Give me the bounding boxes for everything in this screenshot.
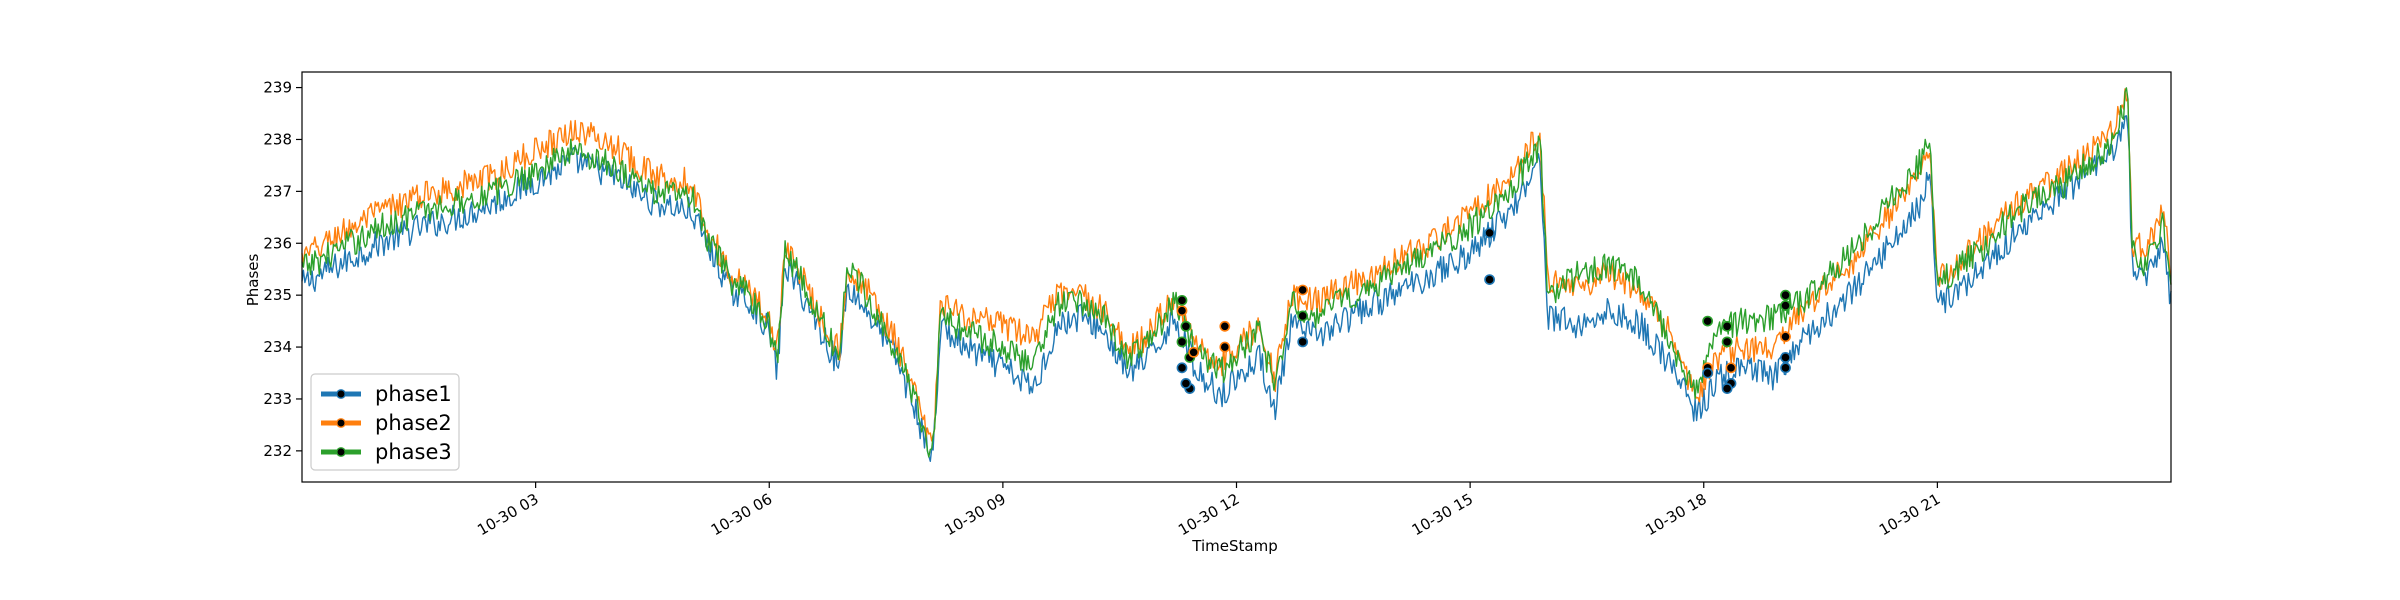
legend-marker-phase1 (336, 389, 346, 399)
y-tick-label: 236 (263, 234, 292, 252)
marker-point (1180, 377, 1192, 389)
anomaly-markers (1176, 227, 1791, 394)
marker-point (1702, 315, 1714, 327)
x-axis-label: TimeStamp (1191, 537, 1277, 555)
series-line-phase1 (301, 115, 2172, 462)
y-tick-label: 234 (263, 338, 292, 356)
x-tick-label: 10-30 03 (474, 490, 541, 539)
legend-marker-phase3 (336, 447, 346, 457)
y-tick-label: 237 (263, 182, 292, 200)
marker-point (1725, 362, 1737, 374)
marker-point (1219, 320, 1231, 332)
series-line-phase2 (301, 88, 2172, 442)
marker-point (1297, 310, 1309, 322)
y-axis-label: Phases (244, 254, 262, 307)
marker-point (1780, 362, 1791, 374)
x-tick-label: 10-30 18 (1642, 490, 1709, 539)
series-line-phase3 (301, 87, 2172, 458)
legend-box (310, 373, 460, 471)
x-tick-label: 10-30 06 (708, 490, 775, 539)
marker-point (1702, 367, 1714, 379)
marker-point (1176, 305, 1188, 317)
y-tick-label: 233 (263, 390, 292, 408)
plot-area (302, 72, 2171, 482)
marker-point (1176, 336, 1188, 348)
marker-point (1176, 294, 1188, 306)
marker-point (1780, 352, 1791, 363)
x-tick-label: 10-30 15 (1409, 490, 1476, 539)
legend-label-phase2: phase2 (375, 411, 452, 435)
y-tick-label: 239 (263, 79, 292, 97)
marker-point (1176, 362, 1188, 374)
series-lines (301, 87, 2172, 462)
marker-point (1297, 336, 1309, 348)
x-tick-label: 10-30 21 (1876, 490, 1943, 539)
legend-label-phase1: phase1 (375, 382, 452, 406)
x-tick-label: 10-30 09 (941, 490, 1008, 539)
marker-point (1484, 227, 1495, 239)
legend-marker-phase2 (336, 418, 346, 428)
legend-label-phase3: phase3 (375, 440, 452, 464)
marker-point (1188, 346, 1200, 358)
marker-point (1721, 383, 1733, 394)
marker-point (1219, 341, 1231, 353)
y-tick-label: 238 (263, 130, 292, 148)
marker-point (1780, 300, 1791, 311)
marker-point (1780, 289, 1791, 301)
marker-point (1180, 320, 1192, 332)
y-tick-label: 232 (263, 442, 292, 460)
marker-point (1297, 284, 1309, 296)
marker-point (1721, 320, 1733, 332)
plot-background (302, 72, 2171, 482)
marker-point (1780, 331, 1791, 343)
marker-point (1484, 274, 1495, 285)
y-tick-label: 235 (263, 286, 292, 304)
marker-point (1721, 336, 1733, 348)
legend: phase1 phase2 phase3 (310, 373, 460, 471)
x-tick-label: 10-30 12 (1175, 490, 1242, 539)
